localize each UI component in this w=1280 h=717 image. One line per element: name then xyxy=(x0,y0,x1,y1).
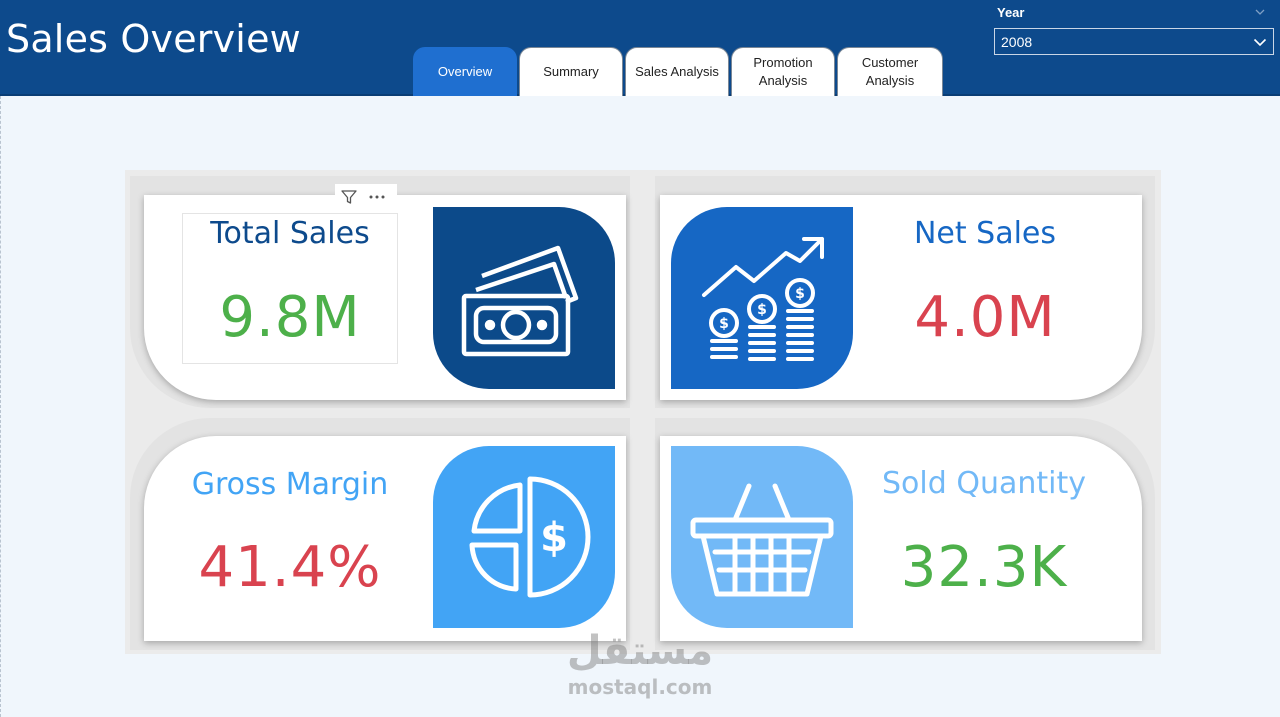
sold-quantity-value: 32.3K xyxy=(900,535,1068,600)
gross-margin-title: Gross Margin xyxy=(191,467,389,502)
net-sales-title: Net Sales xyxy=(913,216,1057,251)
growth-coins-icon: $ $ $ xyxy=(702,237,824,361)
total-sales-icon-tile xyxy=(433,207,615,389)
slicer-collapse-icon[interactable] xyxy=(1254,6,1266,18)
svg-text:$: $ xyxy=(757,302,767,318)
svg-text:$: $ xyxy=(719,316,729,332)
tab-label: Overview xyxy=(437,64,493,79)
basket-icon xyxy=(690,483,834,597)
sold-quantity-icon-tile xyxy=(671,446,853,628)
pie-dollar-icon: $ xyxy=(469,476,591,598)
chevron-down-icon xyxy=(1253,38,1267,47)
tab-summary[interactable]: Summary xyxy=(519,47,623,96)
money-bills-icon xyxy=(461,245,579,357)
tab-sales-analysis[interactable]: Sales Analysis xyxy=(625,47,729,96)
visual-header xyxy=(335,184,397,210)
net-sales-icon-tile: $ $ $ xyxy=(671,207,853,389)
tab-label: Summary xyxy=(543,64,599,79)
total-sales-visual[interactable] xyxy=(182,213,398,364)
svg-text:$: $ xyxy=(795,286,805,302)
page-title: Sales Overview xyxy=(6,17,301,61)
watermark: مستقل mostaql.com xyxy=(540,628,740,708)
tab-promotion-analysis[interactable]: Promotion Analysis xyxy=(731,47,835,96)
svg-text:$: $ xyxy=(540,515,568,561)
watermark-latin: mostaql.com xyxy=(567,675,713,699)
watermark-arabic: مستقل xyxy=(566,628,714,674)
net-sales-value: 4.0M xyxy=(914,285,1056,350)
total-sales-value: 9.8M xyxy=(219,285,361,350)
tab-overview[interactable]: Overview xyxy=(413,47,517,96)
year-dropdown-value: 2008 xyxy=(1001,33,1033,50)
year-slicer-label: Year xyxy=(997,5,1025,20)
filter-icon[interactable] xyxy=(335,184,363,210)
total-sales-title: Total Sales xyxy=(210,216,370,251)
gross-margin-icon-tile: $ xyxy=(433,446,615,628)
tab-label: Sales Analysis xyxy=(635,64,719,79)
tab-label: Promotion Analysis xyxy=(753,55,813,88)
header-bar: Sales Overview Overview Summary Sales An… xyxy=(0,0,1280,96)
more-options-icon[interactable] xyxy=(363,184,391,210)
canvas-border xyxy=(0,96,1280,717)
tab-label: Customer Analysis xyxy=(861,55,919,88)
year-dropdown[interactable]: 2008 xyxy=(994,28,1274,55)
gross-margin-value: 41.4% xyxy=(198,535,382,600)
sold-quantity-title: Sold Quantity xyxy=(882,466,1086,501)
tab-customer-analysis[interactable]: Customer Analysis xyxy=(837,47,943,96)
